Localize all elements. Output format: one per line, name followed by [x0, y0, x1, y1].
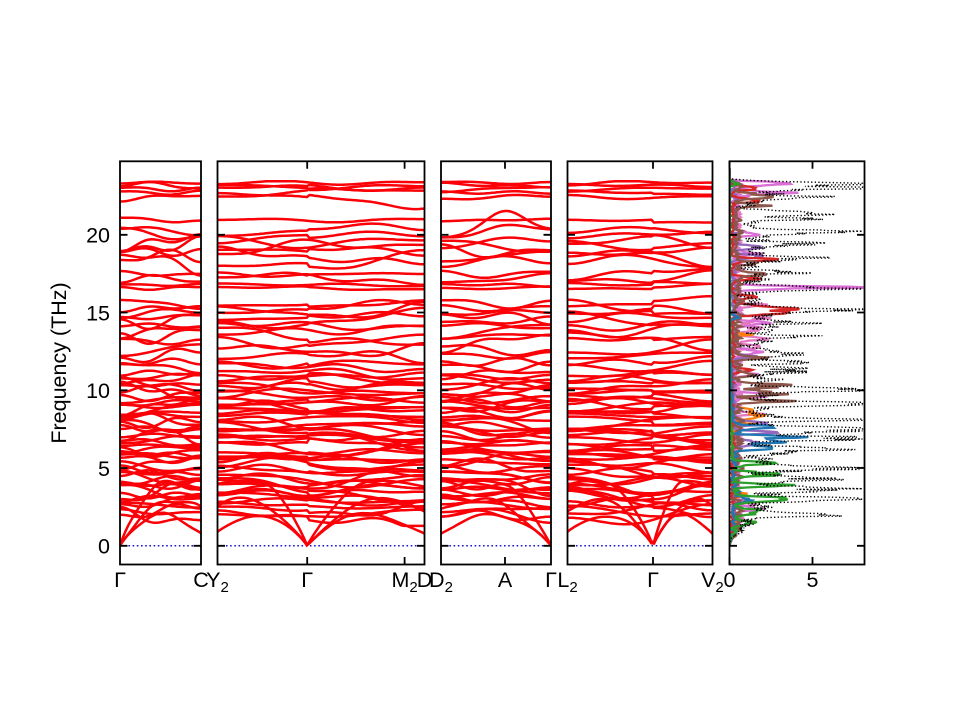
svg-text:C: C — [193, 568, 209, 592]
svg-text:2: 2 — [445, 579, 453, 596]
svg-text:0: 0 — [98, 535, 110, 559]
svg-text:10: 10 — [86, 379, 110, 403]
svg-text:5: 5 — [807, 568, 819, 592]
svg-text:0: 0 — [724, 568, 736, 592]
svg-text:L: L — [557, 568, 569, 592]
svg-text:15: 15 — [86, 301, 110, 325]
svg-text:2: 2 — [409, 579, 417, 596]
svg-text:Frequency (THz): Frequency (THz) — [47, 282, 71, 443]
svg-text:V: V — [701, 568, 716, 592]
svg-text:D: D — [429, 568, 445, 592]
svg-text:Γ: Γ — [114, 568, 126, 592]
svg-text:Γ: Γ — [301, 568, 313, 592]
svg-text:A: A — [498, 568, 513, 592]
svg-text:Y: Y — [206, 568, 220, 592]
svg-text:2: 2 — [569, 579, 577, 596]
svg-text:20: 20 — [86, 224, 110, 248]
svg-text:Γ: Γ — [545, 568, 557, 592]
svg-text:2: 2 — [221, 579, 229, 596]
svg-text:2: 2 — [715, 579, 723, 596]
svg-text:M: M — [391, 568, 409, 592]
svg-text:5: 5 — [98, 457, 110, 481]
svg-text:Γ: Γ — [647, 568, 659, 592]
svg-text:D: D — [417, 568, 433, 592]
